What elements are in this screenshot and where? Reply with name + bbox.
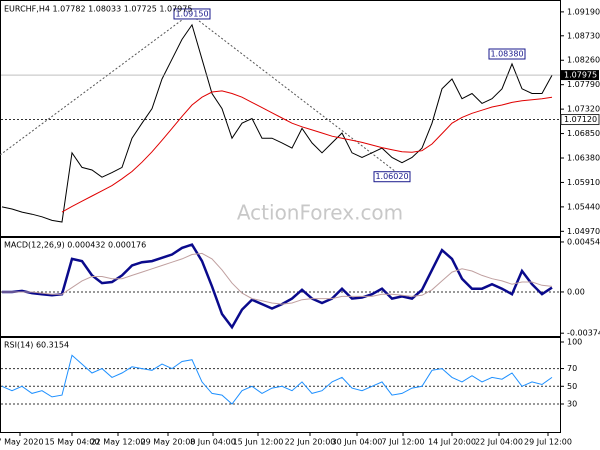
y-tick-label: 1.09190 xyxy=(567,7,600,16)
y-tick-label: 100 xyxy=(567,337,582,346)
series-line xyxy=(2,252,553,305)
watermark: ActionForex.com xyxy=(237,201,403,225)
panel-title: RSI(14) 60.3154 xyxy=(4,341,69,350)
annotation-box xyxy=(173,8,211,20)
series-line xyxy=(2,243,553,330)
y-tick-label: 70 xyxy=(567,364,577,373)
x-tick-label: 30 Jun 04:00 xyxy=(332,438,383,447)
annotation-label: 1.09150 xyxy=(175,9,208,18)
annotation-label: 1.06020 xyxy=(375,172,408,181)
y-tick-label: 1.05910 xyxy=(567,178,600,187)
x-tick-label: 22 May 12:00 xyxy=(91,438,146,447)
y-tick-label: 1.06850 xyxy=(567,129,600,138)
x-tick-label: 29 Jul 12:00 xyxy=(524,438,572,447)
y-tick-label: 1.04970 xyxy=(567,227,600,236)
x-tick-label: 22 Jun 20:00 xyxy=(285,438,336,447)
x-tick-label: 7 Jul 12:00 xyxy=(382,438,425,447)
annotation-label: 1.08380 xyxy=(490,50,523,59)
panel-title: MACD(12,26,9) 0.000432 0.000176 xyxy=(4,241,146,250)
x-tick-label: 22 Jul 04:00 xyxy=(475,438,523,447)
x-tick-label: 14 Jul 20:00 xyxy=(428,438,476,447)
series-line xyxy=(61,90,553,213)
x-tick-label: 8 Jun 04:00 xyxy=(190,438,236,447)
trend-lines xyxy=(0,13,401,176)
y-tick-label: 1.07790 xyxy=(567,80,600,89)
current-price-box xyxy=(561,70,599,81)
y-tick-label: 1.08730 xyxy=(567,31,600,40)
y-tick-label: 50 xyxy=(567,382,577,391)
x-tick-label: 15 May 04:00 xyxy=(45,438,100,447)
x-tick-label: 29 May 20:00 xyxy=(141,438,196,447)
macd-frame xyxy=(0,237,561,337)
rsi-frame xyxy=(0,337,561,433)
annotation-box xyxy=(488,48,526,60)
x-tick-label: 7 May 2020 xyxy=(0,438,44,447)
level-label: 1.07120 xyxy=(564,115,597,124)
series-line xyxy=(1,23,553,223)
y-tick-label: 1.06380 xyxy=(567,154,600,163)
y-tick-label: 0.00 xyxy=(567,287,585,296)
x-tick-label: 15 Jun 12:00 xyxy=(233,438,284,447)
y-tick-label: -0.003745 xyxy=(567,329,600,338)
y-tick-label: 1.05440 xyxy=(567,202,600,211)
series-line xyxy=(1,354,553,405)
y-tick-label: 30 xyxy=(567,400,577,409)
panel-title: EURCHF,H4 1.07782 1.08033 1.07725 1.0797… xyxy=(4,5,192,14)
level-box xyxy=(560,114,600,126)
annotation-box xyxy=(373,171,411,183)
current-price-label: 1.07975 xyxy=(564,71,597,80)
y-tick-label: 1.07320 xyxy=(567,105,600,114)
y-tick-label: 1.08260 xyxy=(567,56,600,65)
